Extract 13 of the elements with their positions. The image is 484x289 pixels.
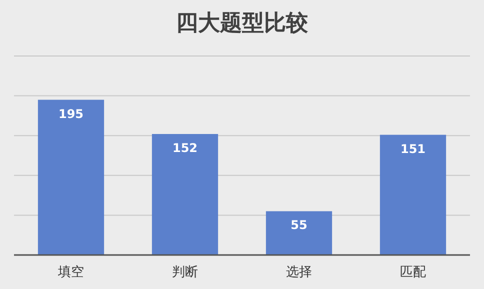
x-tick-label: 判断 — [172, 265, 198, 280]
data-label: 195 — [58, 106, 84, 121]
x-tick-label: 选择 — [286, 265, 312, 280]
chart-title: 四大题型比较 — [176, 11, 309, 36]
data-label: 152 — [172, 141, 198, 156]
x-tick-label: 匹配 — [400, 265, 426, 280]
bar — [38, 100, 104, 255]
bar — [380, 134, 446, 255]
data-label: 55 — [290, 218, 308, 232]
x-tick-label: 填空 — [57, 265, 84, 280]
bar — [152, 134, 218, 255]
bar — [266, 211, 332, 255]
data-label: 151 — [400, 142, 426, 156]
